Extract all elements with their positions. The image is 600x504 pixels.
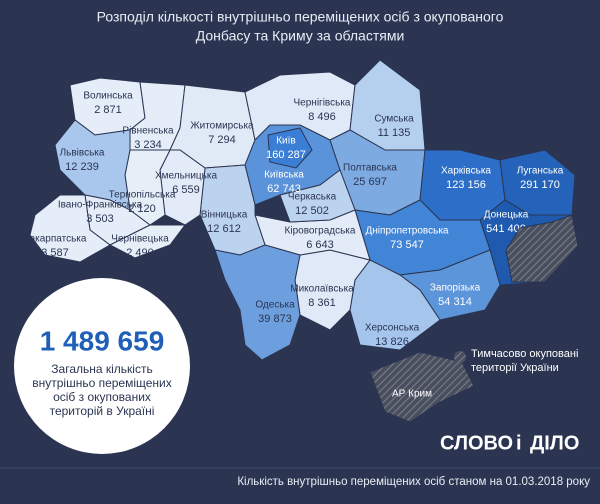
region-value: 2 490: [126, 247, 154, 259]
region-value: 62 743: [267, 183, 301, 195]
region-value: 123 156: [446, 179, 486, 191]
title-line: Донбасу та Криму за областями: [196, 28, 405, 44]
total-label: Загальна кількість: [51, 362, 152, 376]
region-name: Черкаська: [288, 192, 337, 203]
region-name: Миколаївська: [290, 284, 354, 295]
region-value: 12 502: [295, 205, 329, 217]
region-name: Львівська: [60, 148, 105, 159]
region-name: Херсонська: [365, 323, 420, 334]
legend-swatch: [454, 351, 466, 363]
region-name: Київ: [276, 136, 296, 147]
title-line: Розподіл кількості внутрішньо переміщени…: [97, 9, 504, 25]
region: [214, 244, 301, 361]
region-name: Харківська: [441, 166, 491, 177]
region-name: Чернігівська: [294, 98, 351, 109]
region-value: 8 496: [308, 111, 336, 123]
region-name: Київська: [264, 170, 304, 181]
region-value: 291 170: [520, 179, 560, 191]
region-name: Закарпатська: [24, 234, 87, 245]
region-value: 12 612: [207, 223, 241, 235]
total-label: внутрішньо переміщених: [32, 376, 172, 390]
logo: СЛОВО і ДІЛО: [440, 432, 579, 454]
region-name: Луганська: [517, 166, 564, 177]
legend-text: території України: [471, 362, 559, 374]
region-value: 39 873: [258, 313, 292, 325]
region-value: 11 135: [378, 127, 411, 139]
region-name: Волинська: [83, 91, 133, 102]
region-value: 541 400: [486, 223, 526, 235]
region-value: 73 547: [390, 239, 424, 251]
region: [279, 169, 356, 223]
region: [108, 224, 186, 259]
region-name: Івано-Франківська: [58, 200, 143, 211]
region-value: 3 587: [41, 247, 69, 259]
logo-text: ДІЛО: [530, 432, 579, 454]
region-name: Одеська: [255, 300, 295, 311]
region-name: Сумська: [374, 114, 414, 125]
region-value: 13 826: [375, 336, 409, 348]
region-value: 25 697: [353, 176, 387, 188]
region-value: 2 120: [128, 203, 156, 215]
region-value: 54 314: [438, 296, 472, 308]
region-value: 6 559: [172, 184, 200, 196]
legend-text: Тимчасово окуповані: [471, 348, 578, 360]
region-value: 160 287: [266, 149, 306, 161]
region-value: 3 234: [134, 139, 162, 151]
region-name: Полтавська: [343, 163, 397, 174]
logo-text: і: [516, 432, 522, 454]
region-name: Рівненська: [122, 126, 174, 137]
region: [267, 127, 313, 169]
region-name: Житомирська: [190, 121, 254, 132]
region-name: Кіровоградська: [285, 226, 356, 237]
logo-text: СЛОВО: [440, 432, 513, 454]
crimea: [369, 351, 475, 423]
region-value: 12 239: [65, 161, 99, 173]
region-value: 3 503: [86, 213, 114, 225]
region-value: 6 643: [306, 239, 334, 251]
region-value: 2 871: [94, 104, 122, 116]
region-name: Хмельницька: [155, 171, 217, 182]
crimea-label: АР Крим: [392, 389, 432, 400]
region-value: 7 294: [208, 134, 236, 146]
occupied-area: [505, 214, 579, 283]
region-name: Чернівецька: [111, 234, 169, 245]
total-circle: [14, 278, 190, 454]
footer: Кількість внутрішньо переміщених осіб ст…: [237, 476, 590, 488]
region-value: 8 361: [308, 297, 336, 309]
region-name: Тернопільська: [109, 190, 176, 201]
region-name: Запорізька: [430, 283, 481, 294]
total-label: територій в Україні: [50, 404, 155, 418]
region-name: Донецька: [484, 210, 529, 221]
total-label: осіб з окупованих: [53, 390, 151, 404]
total-value: 1 489 659: [40, 325, 165, 356]
region-name: Вінницька: [201, 210, 248, 221]
region-name: Дніпропетровська: [366, 226, 449, 237]
